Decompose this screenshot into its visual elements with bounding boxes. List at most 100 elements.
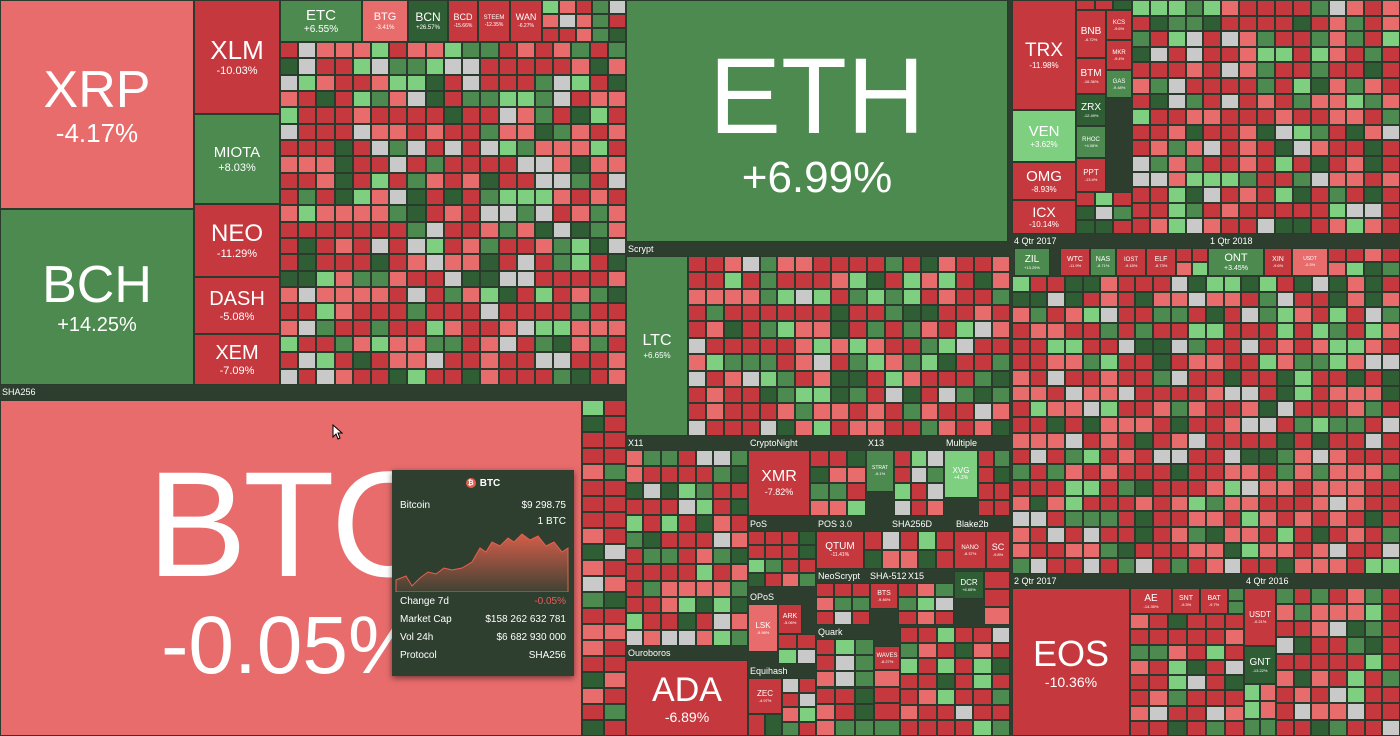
coin-cell[interactable] xyxy=(1239,46,1258,63)
coin-cell[interactable] xyxy=(1167,78,1186,94)
coin-cell[interactable] xyxy=(1029,276,1048,292)
coin-cell[interactable] xyxy=(1223,526,1242,543)
coin-cell[interactable] xyxy=(1310,15,1329,32)
coin-cell[interactable] xyxy=(1100,385,1118,402)
coin-cell[interactable] xyxy=(1132,93,1150,110)
tile-mkr[interactable]: MKR -9.4% xyxy=(1106,40,1132,70)
coin-cell[interactable] xyxy=(874,686,900,703)
coin-cell[interactable] xyxy=(1257,0,1275,16)
coin-cell[interactable] xyxy=(553,238,572,255)
coin-cell[interactable] xyxy=(1382,0,1400,16)
coin-cell[interactable] xyxy=(371,189,390,206)
coin-cell[interactable] xyxy=(1149,93,1168,110)
coin-cell[interactable] xyxy=(534,156,554,173)
coin-cell[interactable] xyxy=(1346,0,1365,16)
coin-cell[interactable] xyxy=(1328,109,1347,125)
coin-cell[interactable] xyxy=(695,499,714,516)
coin-cell[interactable] xyxy=(884,386,903,404)
coin-cell[interactable] xyxy=(553,352,572,369)
coin-cell[interactable] xyxy=(1310,140,1329,156)
coin-cell[interactable] xyxy=(1311,464,1330,480)
coin-cell[interactable] xyxy=(1382,307,1400,324)
coin-cell[interactable] xyxy=(973,704,992,721)
coin-cell[interactable] xyxy=(835,703,855,720)
coin-cell[interactable] xyxy=(927,466,944,483)
coin-cell[interactable] xyxy=(765,545,782,559)
coin-cell[interactable] xyxy=(1310,0,1329,16)
coin-cell[interactable] xyxy=(1153,307,1171,324)
coin-cell[interactable] xyxy=(688,370,706,387)
coin-cell[interactable] xyxy=(730,450,748,467)
coin-cell[interactable] xyxy=(1382,31,1400,47)
coin-cell[interactable] xyxy=(1225,690,1244,706)
coin-cell[interactable] xyxy=(1364,0,1383,16)
tile-bts[interactable]: BTS -9.46% xyxy=(870,583,898,609)
coin-cell[interactable] xyxy=(1100,291,1118,308)
coin-cell[interactable] xyxy=(1206,307,1224,324)
coin-cell[interactable] xyxy=(582,432,604,448)
coin-cell[interactable] xyxy=(1100,276,1118,292)
coin-cell[interactable] xyxy=(777,403,796,420)
coin-cell[interactable] xyxy=(1064,323,1083,339)
coin-cell[interactable] xyxy=(1176,262,1192,276)
coin-cell[interactable] xyxy=(678,466,696,483)
coin-cell[interactable] xyxy=(849,305,867,322)
tile-ont[interactable]: ONT +3.45% xyxy=(1208,248,1264,276)
coin-cell[interactable] xyxy=(866,403,885,420)
coin-cell[interactable] xyxy=(1153,558,1171,574)
coin-cell[interactable] xyxy=(443,352,463,369)
coin-cell[interactable] xyxy=(462,58,481,75)
coin-cell[interactable] xyxy=(920,256,939,273)
coin-cell[interactable] xyxy=(582,528,604,544)
coin-cell[interactable] xyxy=(1132,124,1150,141)
coin-cell[interactable] xyxy=(884,354,903,371)
coin-cell[interactable] xyxy=(1292,46,1311,63)
coin-cell[interactable] xyxy=(1241,370,1259,386)
coin-cell[interactable] xyxy=(352,156,372,173)
coin-cell[interactable] xyxy=(866,305,885,322)
coin-cell[interactable] xyxy=(854,655,874,672)
coin-cell[interactable] xyxy=(854,703,874,720)
coin-cell[interactable] xyxy=(443,189,463,206)
coin-cell[interactable] xyxy=(984,607,1010,625)
coin-cell[interactable] xyxy=(938,321,957,338)
coin-cell[interactable] xyxy=(480,74,499,91)
coin-cell[interactable] xyxy=(1168,659,1187,675)
coin-cell[interactable] xyxy=(1294,276,1312,292)
coin-cell[interactable] xyxy=(828,499,848,516)
coin-cell[interactable] xyxy=(1225,614,1244,630)
coin-cell[interactable] xyxy=(1382,109,1400,125)
coin-cell[interactable] xyxy=(1206,690,1225,706)
coin-cell[interactable] xyxy=(1241,401,1259,418)
coin-cell[interactable] xyxy=(900,658,919,674)
coin-cell[interactable] xyxy=(1149,78,1168,94)
coin-cell[interactable] xyxy=(534,254,554,271)
coin-cell[interactable] xyxy=(480,42,499,59)
coin-cell[interactable] xyxy=(831,256,849,273)
coin-cell[interactable] xyxy=(936,550,954,569)
coin-cell[interactable] xyxy=(534,91,554,108)
coin-cell[interactable] xyxy=(1276,719,1294,736)
coin-cell[interactable] xyxy=(516,91,535,108)
coin-cell[interactable] xyxy=(1047,542,1065,559)
coin-cell[interactable] xyxy=(984,571,1010,589)
coin-cell[interactable] xyxy=(1276,588,1294,605)
coin-cell[interactable] xyxy=(1276,370,1295,386)
coin-cell[interactable] xyxy=(607,74,626,91)
coin-cell[interactable] xyxy=(371,172,390,189)
coin-cell[interactable] xyxy=(298,221,317,238)
coin-cell[interactable] xyxy=(498,189,517,206)
coin-cell[interactable] xyxy=(498,336,517,353)
coin-cell[interactable] xyxy=(1012,307,1030,324)
coin-cell[interactable] xyxy=(334,352,353,369)
coin-cell[interactable] xyxy=(1132,31,1150,47)
coin-cell[interactable] xyxy=(831,354,849,371)
coin-cell[interactable] xyxy=(900,627,919,643)
coin-cell[interactable] xyxy=(1012,417,1030,433)
coin-cell[interactable] xyxy=(849,321,867,338)
coin-cell[interactable] xyxy=(936,627,955,643)
coin-cell[interactable] xyxy=(298,107,317,124)
coin-cell[interactable] xyxy=(298,254,317,271)
coin-cell[interactable] xyxy=(1292,187,1311,203)
coin-cell[interactable] xyxy=(1347,401,1365,418)
